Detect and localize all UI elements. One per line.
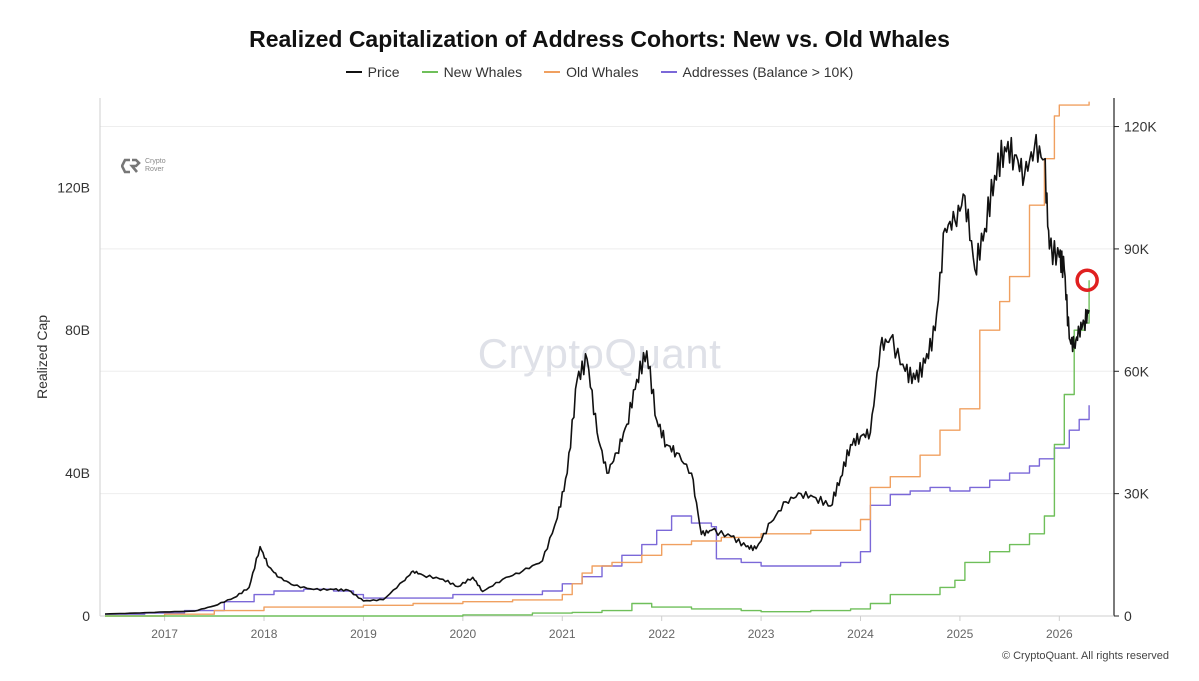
legend-label-price: Price [367, 64, 400, 80]
legend-label-addresses: Addresses (Balance > 10K) [682, 64, 854, 80]
axes [99, 98, 1119, 621]
annotation-circle-0 [1075, 268, 1099, 292]
legend-item-price[interactable]: Price [345, 64, 400, 80]
logo-text-line-1: Crypto [145, 158, 166, 165]
legend-label-old-whales: Old Whales [566, 64, 639, 80]
y-tick-label-1: 40B [65, 465, 90, 481]
logo-text: Crypto Rover [145, 158, 166, 174]
y-tick-label-3: 120B [57, 179, 90, 195]
series-line-addresses-balance-10k [105, 405, 1090, 615]
legend-swatch-new-whales [421, 71, 438, 73]
legend-item-old-whales[interactable]: Old Whales [544, 64, 639, 80]
y-axis-label: Realized Cap [34, 315, 50, 399]
legend-label-new-whales: New Whales [443, 64, 523, 80]
y-tick-label-2: 80B [65, 322, 90, 338]
y-right-tick-label-3: 90K [1124, 241, 1150, 257]
y-tick-label-0: 0 [82, 608, 90, 624]
chart-title: Realized Capitalization of Address Cohor… [249, 26, 950, 52]
series-line-new-whales [105, 280, 1090, 617]
x-tick-label-6: 2023 [748, 627, 775, 641]
x-tick-label-4: 2021 [549, 627, 576, 641]
watermark: CryptoQuant [477, 330, 722, 377]
y-right-tick-label-1: 30K [1124, 486, 1150, 502]
chart-legend: Price New Whales Old Whales Addresses (B… [0, 64, 1199, 80]
y-right-tick-label-2: 60K [1124, 363, 1150, 379]
logo-text-line-2: Rover [145, 166, 164, 173]
y-right-tick-label-4: 120K [1124, 119, 1157, 135]
x-tick-label-0: 2017 [151, 627, 178, 641]
x-tick-label-3: 2020 [450, 627, 477, 641]
crypto-rover-logo-icon [121, 158, 141, 174]
legend-swatch-old-whales [544, 71, 561, 73]
series-lines [104, 101, 1090, 617]
x-tick-label-2: 2019 [350, 627, 377, 641]
x-tick-label-7: 2024 [847, 627, 874, 641]
copyright-text: © CryptoQuant. All rights reserved [1001, 650, 1169, 662]
legend-swatch-addresses [660, 71, 677, 73]
y-right-tick-label-0: 0 [1124, 608, 1132, 624]
legend-item-new-whales[interactable]: New Whales [421, 64, 523, 80]
x-tick-label-5: 2022 [648, 627, 675, 641]
x-tick-label-1: 2018 [251, 627, 278, 641]
series-line-old-whales [105, 101, 1090, 617]
x-tick-label-9: 2026 [1046, 627, 1073, 641]
tick-labels: 0 40B 80B 120B 0 30K 60K 90K 120K 2017 2018 2019 202… [57, 119, 1157, 641]
annotations [1075, 268, 1099, 292]
legend-swatch-price [345, 71, 362, 73]
legend-item-addresses[interactable]: Addresses (Balance > 10K) [660, 64, 854, 80]
grid-lines [100, 126, 1114, 495]
logo: Crypto Rover [121, 158, 166, 174]
series-line-price [104, 133, 1090, 615]
x-tick-label-8: 2025 [947, 627, 974, 641]
